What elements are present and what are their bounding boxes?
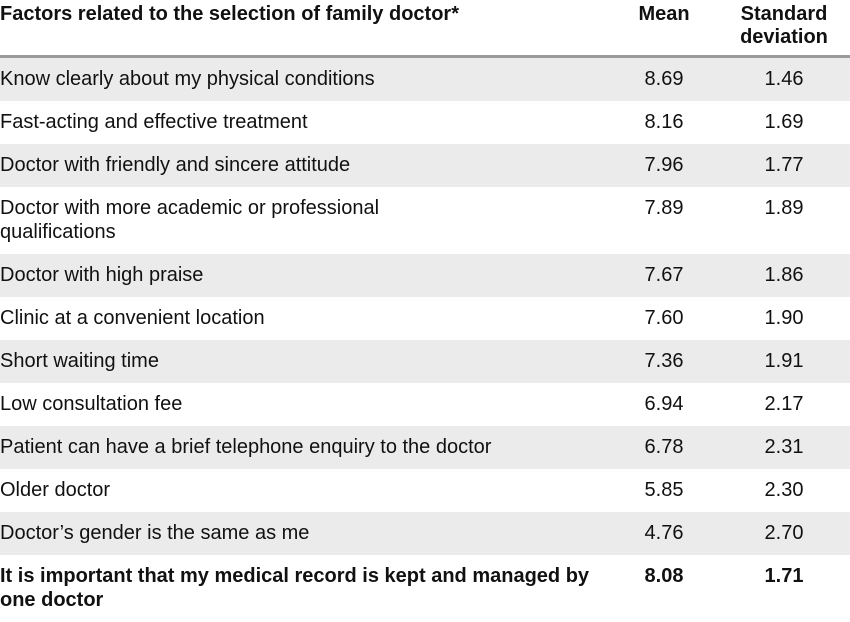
mean-cell: 5.85 <box>644 479 684 501</box>
header-sd: Standard deviation <box>740 3 828 48</box>
mean-cell: 7.89 <box>644 197 684 219</box>
table-row: Fast-acting and effective treatment 8.16 1… <box>0 101 850 144</box>
factor-cell: Doctor’s gender is the same as me <box>0 522 310 544</box>
table-row: Older doctor 5.85 2.30 <box>0 469 850 512</box>
header-mean: Mean <box>638 3 690 25</box>
table-row: Short waiting time 7.36 1.91 <box>0 340 850 383</box>
factor-cell: Short waiting time <box>0 350 159 372</box>
table-row: Clinic at a convenient location 7.60 1.90 <box>0 297 850 340</box>
sd-cell: 2.70 <box>764 522 804 544</box>
table-row: Patient can have a brief telephone enqui… <box>0 426 850 469</box>
sd-cell: 2.30 <box>764 479 804 501</box>
factor-cell: Doctor with high praise <box>0 264 204 286</box>
factor-cell: Low consultation fee <box>0 393 183 415</box>
mean-cell: 7.60 <box>644 307 684 329</box>
mean-cell: 6.78 <box>644 436 684 458</box>
mean-cell: 8.69 <box>644 68 684 90</box>
sd-cell: 1.90 <box>764 307 804 329</box>
factor-cell: Fast-acting and effective treatment <box>0 111 308 133</box>
sd-cell: 1.69 <box>764 111 804 133</box>
factor-cell: Patient can have a brief telephone enqui… <box>0 436 492 458</box>
table-row: Doctor with high praise 7.67 1.86 <box>0 254 850 297</box>
mean-cell: 4.76 <box>644 522 684 544</box>
factor-cell: Doctor with more academic or professiona… <box>0 197 380 243</box>
table-row: It is important that my medical record i… <box>0 555 850 622</box>
factor-cell: Doctor with friendly and sincere attitud… <box>0 154 351 176</box>
mean-cell: 7.67 <box>644 264 684 286</box>
table-row: Doctor’s gender is the same as me 4.76 2.7… <box>0 512 850 555</box>
sd-cell: 1.46 <box>764 68 804 90</box>
mean-cell: 8.16 <box>644 111 684 133</box>
sd-cell: 2.17 <box>764 393 804 415</box>
sd-cell: 2.31 <box>764 436 804 458</box>
table-row: Doctor with more academic or professiona… <box>0 187 850 254</box>
factor-cell: Older doctor <box>0 479 111 501</box>
table-row: Doctor with friendly and sincere attitud… <box>0 144 850 187</box>
table-row: Know clearly about my physical condition… <box>0 56 850 101</box>
sd-cell: 1.91 <box>764 350 804 372</box>
factor-cell: It is important that my medical record i… <box>0 565 590 611</box>
sd-cell: 1.77 <box>764 154 804 176</box>
sd-cell: 1.86 <box>764 264 804 286</box>
mean-cell: 7.36 <box>644 350 684 372</box>
sd-cell: 1.71 <box>764 565 804 587</box>
factor-cell: Clinic at a convenient location <box>0 307 265 329</box>
table-row: Low consultation fee 6.94 2.17 <box>0 383 850 426</box>
header-factor: Factors related to the selection of fami… <box>0 3 459 25</box>
mean-cell: 8.08 <box>644 565 684 587</box>
header-row: Factors related to the selection of fami… <box>0 0 850 57</box>
mean-cell: 7.96 <box>644 154 684 176</box>
factor-cell: Know clearly about my physical condition… <box>0 68 375 90</box>
sd-cell: 1.89 <box>764 197 804 219</box>
mean-cell: 6.94 <box>644 393 684 415</box>
